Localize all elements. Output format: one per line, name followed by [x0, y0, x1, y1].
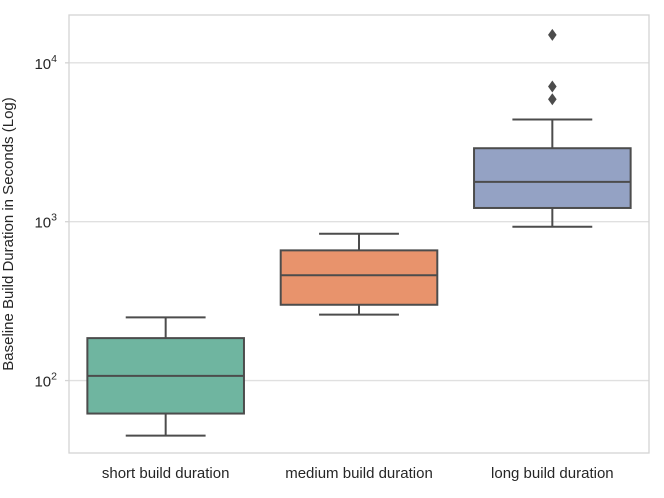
x-tick-label: long build duration	[491, 465, 614, 482]
plot-area: 102 103 104 short build duration medium buil…	[34, 14, 650, 482]
plot-border	[68, 14, 650, 454]
outlier-diamond	[548, 28, 557, 41]
iqr-box	[279, 249, 439, 306]
box-short-build-duration	[86, 316, 245, 437]
x-tick-label: medium build duration	[285, 465, 433, 482]
iqr-box	[473, 147, 632, 209]
y-axis-label: Baseline Build Duration in Seconds (Log)	[0, 97, 17, 371]
outlier-diamond	[548, 93, 557, 106]
y-tick-label: 103	[34, 212, 57, 232]
box-long-build-duration	[473, 28, 632, 228]
box-medium-build-duration	[279, 232, 439, 316]
x-tick-label: short build duration	[102, 465, 230, 482]
y-tick-label: 104	[34, 53, 57, 73]
y-tick-label: 102	[34, 371, 57, 391]
outlier-diamond	[548, 80, 557, 93]
